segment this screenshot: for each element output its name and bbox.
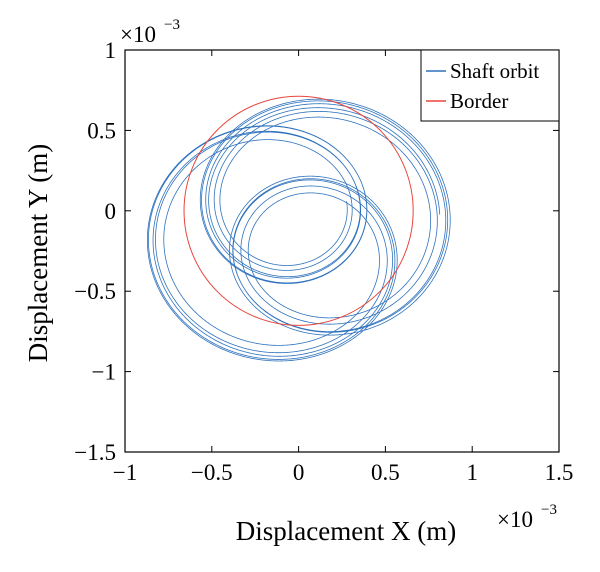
x-axis-multiplier: ×10 −3 <box>497 502 557 532</box>
y-tick-label: −1 <box>92 360 116 385</box>
x-tick-label: −1 <box>113 460 137 485</box>
x-tick-label: 1 <box>466 460 478 485</box>
y-tick-label: 1 <box>105 38 117 63</box>
x-axis-ticks: −1 −0.5 0 0.5 1 1.5 <box>113 50 574 485</box>
y-tick-label: −0.5 <box>74 279 116 304</box>
legend-label-shaft-orbit: Shaft orbit <box>450 59 539 83</box>
shaft-orbit-line <box>146 98 451 362</box>
legend-label-border: Border <box>450 89 508 113</box>
legend: Shaft orbit Border <box>420 49 560 122</box>
x-multiplier-base: ×10 <box>497 507 533 532</box>
y-tick-label: 0.5 <box>87 118 116 143</box>
plot-area-frame <box>124 49 560 453</box>
y-tick-label: 0 <box>105 199 117 224</box>
x-tick-label: 0 <box>293 460 305 485</box>
x-tick-label: 0.5 <box>371 460 400 485</box>
x-tick-label: −0.5 <box>191 460 233 485</box>
border-circle-series <box>183 95 414 326</box>
x-multiplier-exponent: −3 <box>541 502 557 518</box>
y-multiplier-exponent: −3 <box>164 17 180 33</box>
x-tick-label: 1.5 <box>545 460 574 485</box>
y-axis-ticks: −1.5 −1 −0.5 0 0.5 1 <box>74 38 559 465</box>
shaft-orbit-layer <box>146 98 451 362</box>
legend-box <box>420 49 560 122</box>
y-axis-multiplier: ×10 −3 <box>120 17 180 47</box>
y-axis-label: Displacement Y (m) <box>23 144 53 362</box>
y-tick-label: −1.5 <box>74 440 116 465</box>
y-multiplier-base: ×10 <box>120 22 156 47</box>
x-axis-label: Displacement X (m) <box>236 516 456 546</box>
